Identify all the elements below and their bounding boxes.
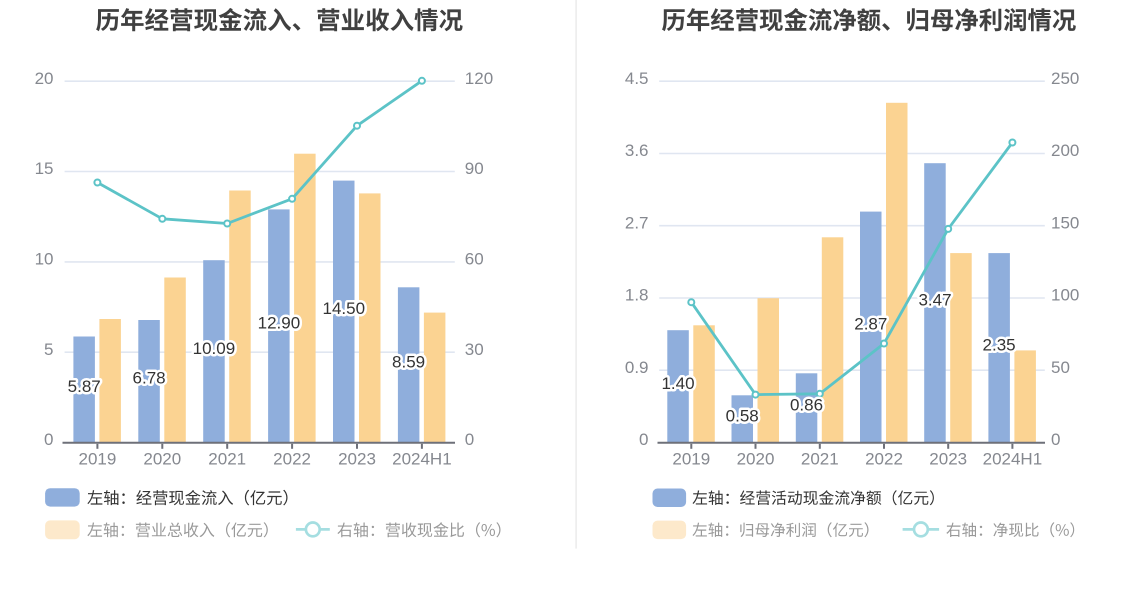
- svg-text:1.40: 1.40: [661, 374, 694, 393]
- svg-text:50: 50: [1051, 358, 1070, 377]
- svg-text:6.78: 6.78: [133, 369, 166, 388]
- svg-text:5.87: 5.87: [68, 377, 101, 396]
- svg-text:0.58: 0.58: [726, 406, 759, 425]
- svg-text:2021: 2021: [208, 450, 246, 469]
- svg-text:2019: 2019: [672, 450, 710, 469]
- svg-text:250: 250: [1051, 69, 1079, 88]
- svg-text:10.09: 10.09: [193, 339, 236, 358]
- svg-text:2022: 2022: [865, 450, 903, 469]
- svg-text:120: 120: [465, 69, 493, 88]
- svg-text:15: 15: [35, 159, 54, 178]
- svg-text:2024H1: 2024H1: [983, 450, 1043, 469]
- svg-text:2022: 2022: [273, 450, 311, 469]
- svg-text:0: 0: [465, 430, 474, 449]
- svg-text:2021: 2021: [801, 450, 839, 469]
- svg-text:2023: 2023: [929, 450, 967, 469]
- svg-text:8.59: 8.59: [392, 352, 425, 371]
- svg-text:0: 0: [1051, 430, 1060, 449]
- svg-text:4.5: 4.5: [625, 69, 649, 88]
- svg-text:2.7: 2.7: [625, 213, 649, 232]
- svg-text:5: 5: [44, 340, 53, 359]
- svg-text:100: 100: [1051, 286, 1079, 305]
- svg-text:1.8: 1.8: [625, 286, 649, 305]
- svg-text:20: 20: [35, 69, 54, 88]
- svg-text:2023: 2023: [338, 450, 376, 469]
- svg-text:12.90: 12.90: [258, 313, 301, 332]
- svg-text:3.47: 3.47: [918, 290, 951, 309]
- svg-text:0: 0: [639, 430, 648, 449]
- svg-text:3.6: 3.6: [625, 141, 649, 160]
- svg-text:60: 60: [465, 250, 484, 269]
- svg-text:14.50: 14.50: [323, 299, 366, 318]
- svg-text:2019: 2019: [78, 450, 116, 469]
- svg-text:30: 30: [465, 340, 484, 359]
- svg-text:2024H1: 2024H1: [392, 450, 452, 469]
- svg-text:10: 10: [35, 250, 54, 269]
- svg-text:2020: 2020: [737, 450, 775, 469]
- svg-text:2.35: 2.35: [983, 335, 1016, 354]
- svg-text:2020: 2020: [143, 450, 181, 469]
- svg-text:200: 200: [1051, 141, 1079, 160]
- svg-text:2.87: 2.87: [854, 315, 887, 334]
- svg-text:150: 150: [1051, 213, 1079, 232]
- svg-text:0: 0: [44, 430, 53, 449]
- svg-text:90: 90: [465, 159, 484, 178]
- svg-text:0.86: 0.86: [790, 395, 823, 414]
- svg-text:0.9: 0.9: [625, 358, 649, 377]
